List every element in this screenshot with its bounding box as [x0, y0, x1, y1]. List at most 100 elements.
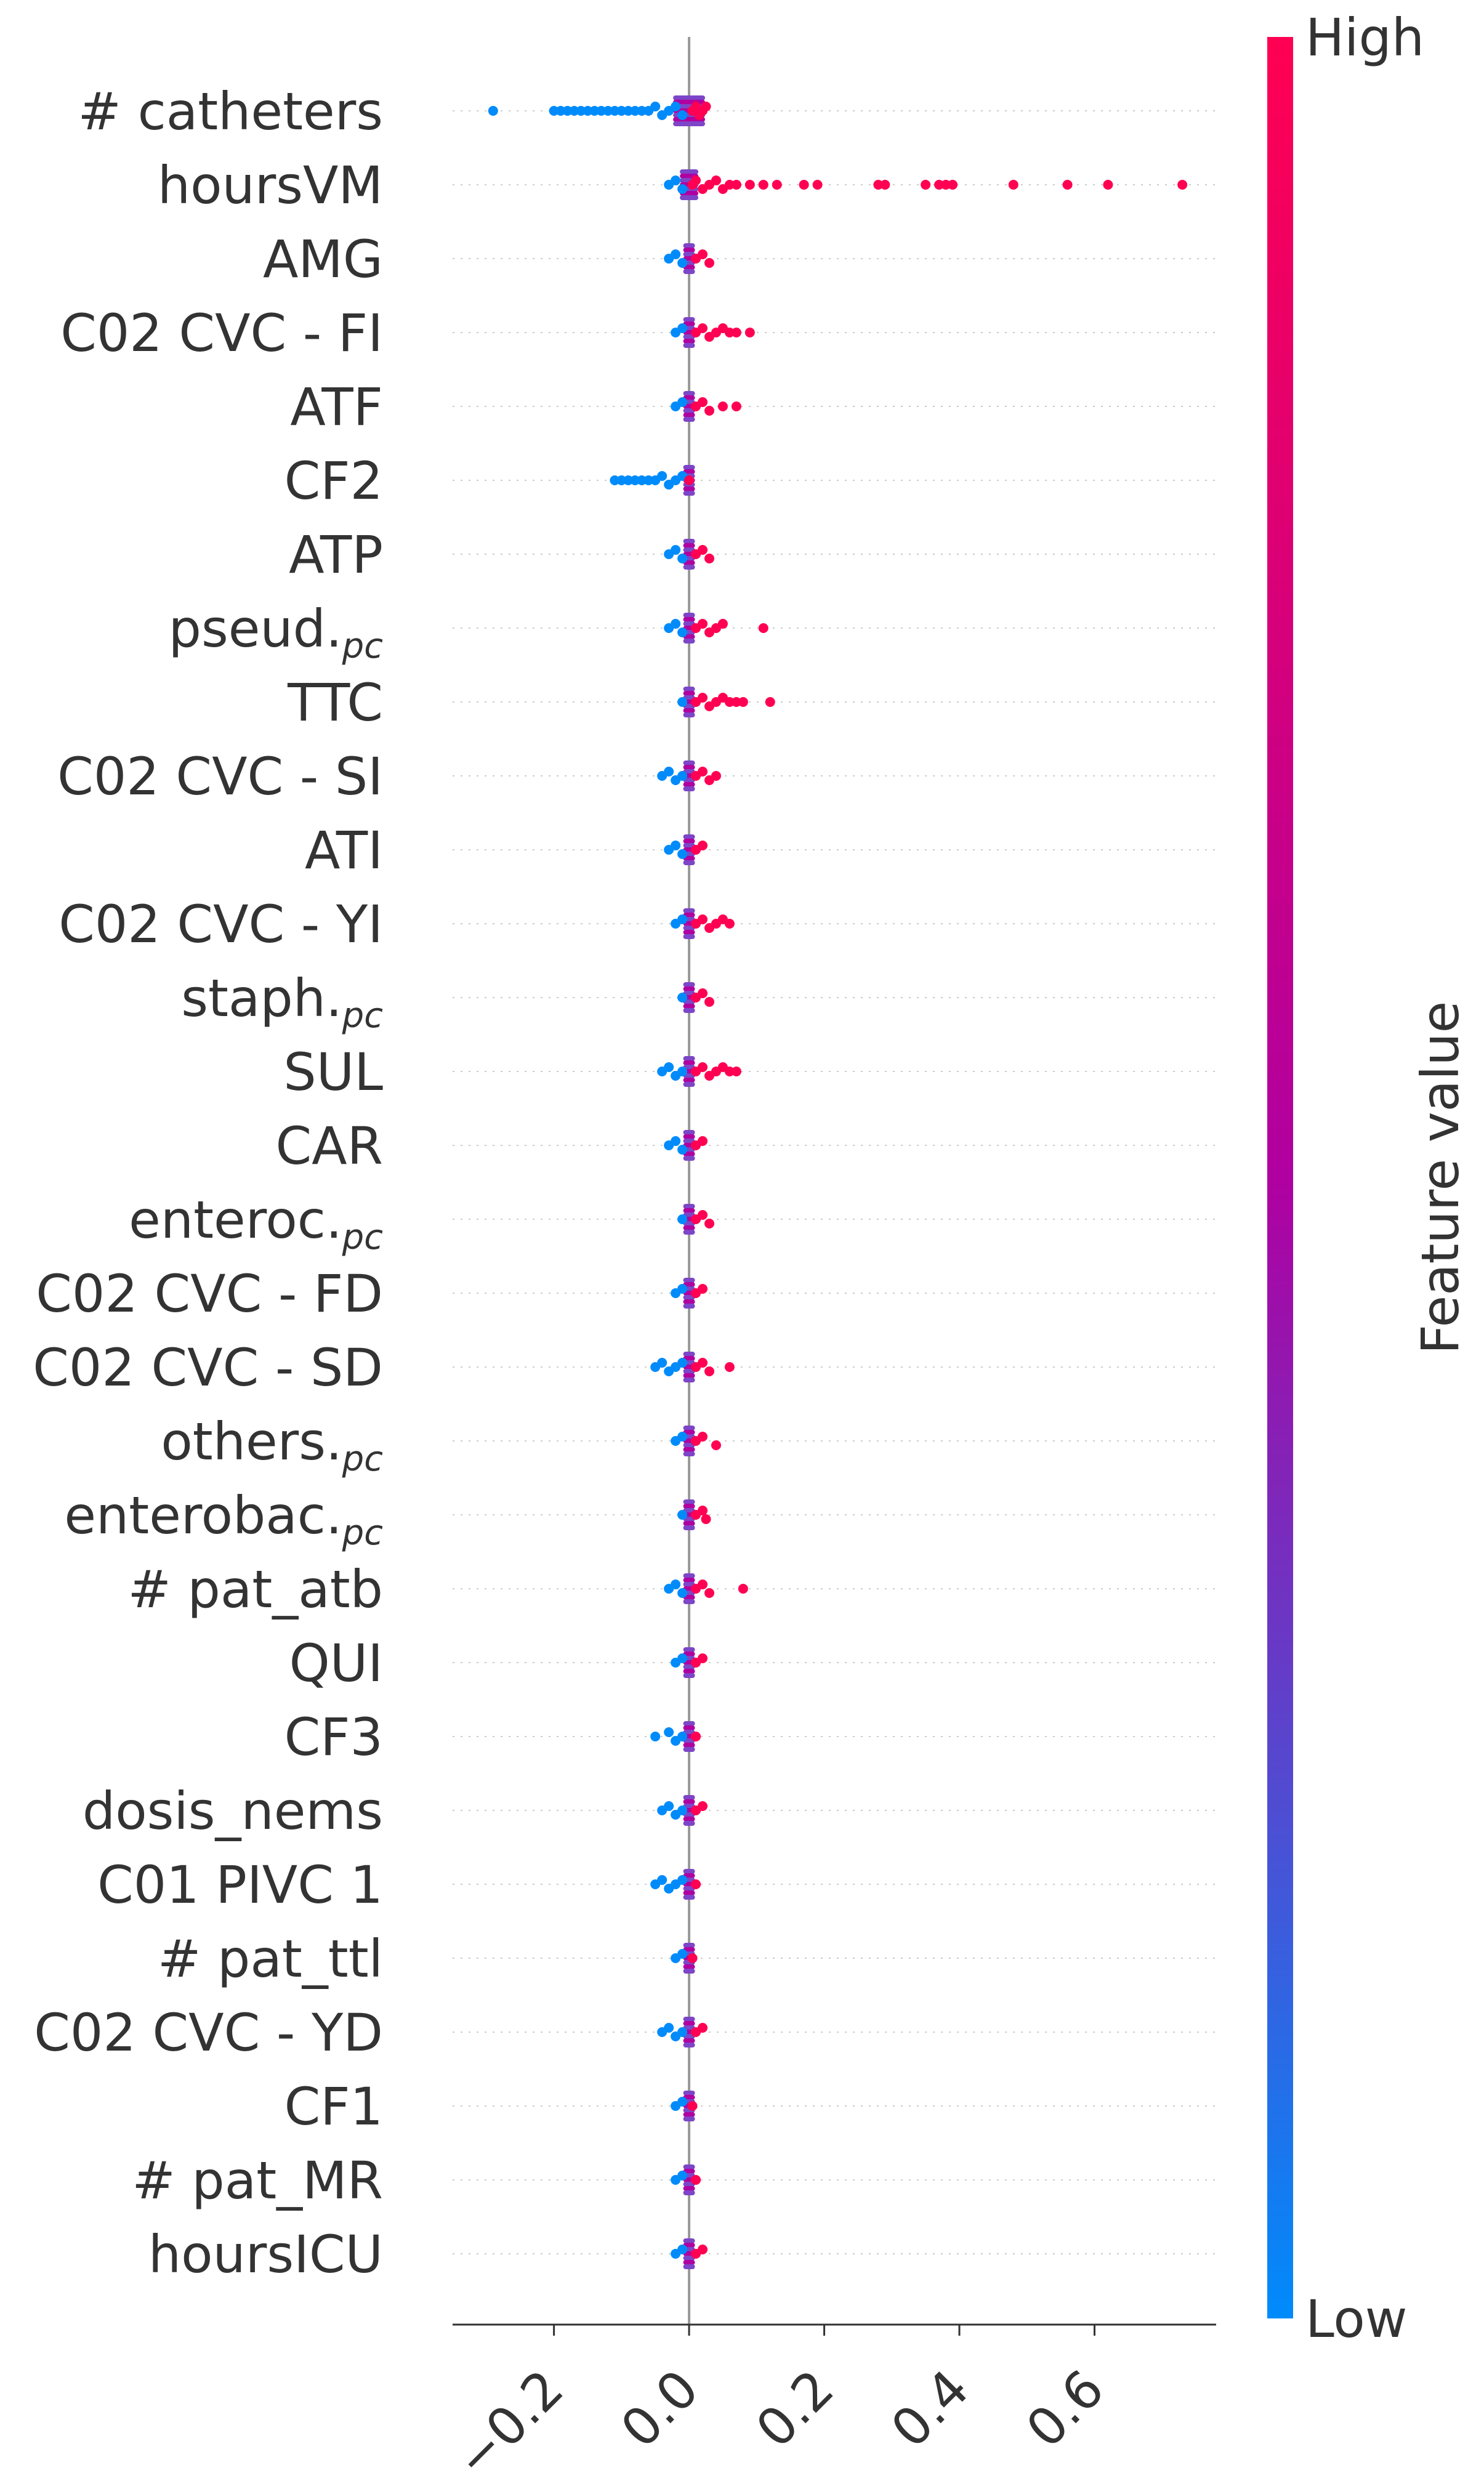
- shap-point-high: [731, 328, 741, 337]
- feature-label: ATP: [289, 525, 383, 585]
- shap-point-high: [711, 771, 721, 781]
- shap-point-high: [1008, 180, 1018, 190]
- feature-label: enteroc.pc: [129, 1190, 383, 1257]
- shap-point-high: [724, 328, 735, 337]
- feature-label: staph.pc: [181, 968, 383, 1036]
- shap-point-low: [677, 1805, 688, 1815]
- feature-label: AMG: [263, 229, 383, 289]
- x-tick-label: 0.0: [609, 2358, 710, 2459]
- shap-point-low: [677, 993, 688, 1003]
- feature-label: # pat_MR: [132, 2150, 383, 2211]
- shap-point-low: [677, 554, 688, 563]
- feature-labels: # catheters hoursVM AMG C02 CVC - FI ATF CF2 A…: [33, 81, 383, 2285]
- colorbar-title: Feature value: [1410, 1001, 1470, 1355]
- x-tick-label: 0.6: [1015, 2358, 1116, 2459]
- shap-point-low: [677, 2171, 688, 2181]
- shap-point-low: [677, 2027, 688, 2037]
- shap-point-high: [724, 919, 735, 929]
- shap-point-high: [1103, 180, 1113, 190]
- shap-point-high: [698, 1579, 708, 1589]
- feature-label: others.pc: [161, 1411, 383, 1479]
- shap-point-high: [698, 1284, 708, 1294]
- shap-point-low: [677, 323, 688, 333]
- shap-point-high: [698, 693, 708, 703]
- shap-point-high: [738, 697, 748, 707]
- shap-point-high: [698, 1506, 708, 1515]
- feature-label: ATF: [290, 377, 383, 437]
- shap-point-low: [677, 258, 688, 268]
- shap-point-low: [664, 1727, 674, 1737]
- feature-label: C02 CVC - FD: [36, 1264, 383, 1324]
- shap-point-low: [677, 627, 688, 637]
- shap-point-high: [731, 180, 741, 190]
- shap-point-high: [758, 623, 768, 633]
- shap-point-low: [569, 106, 579, 116]
- shap-point-low: [677, 1432, 688, 1442]
- feature-label: enterobac.pc: [64, 1485, 383, 1553]
- shap-point-low: [677, 184, 688, 194]
- feature-label: C02 CVC - FI: [60, 303, 383, 363]
- shap-point-low: [643, 475, 654, 485]
- shap-point-low: [630, 106, 640, 116]
- feature-label: CAR: [276, 1116, 383, 1176]
- shap-point-high: [698, 619, 708, 629]
- shap-point-high: [698, 767, 708, 777]
- shap-point-high: [698, 1210, 708, 1220]
- shap-point-high: [704, 406, 714, 416]
- shap-point-low: [671, 249, 681, 259]
- shap-point-high: [691, 1879, 701, 1889]
- shap-point-high: [921, 180, 931, 190]
- shap-point-high: [765, 697, 775, 707]
- shap-point-low: [677, 397, 688, 407]
- shap-point-low: [677, 110, 688, 120]
- shap-point-high: [698, 2023, 708, 2033]
- shap-point-high: [701, 1514, 711, 1524]
- shap-point-low: [650, 1732, 661, 1741]
- shap-point-high: [691, 2175, 701, 2185]
- shap-point-low: [664, 1801, 674, 1811]
- feature-label: CF2: [284, 451, 383, 511]
- x-tick-label: 0.4: [879, 2358, 980, 2459]
- shap-point-high: [698, 914, 708, 924]
- shap-point-low: [677, 1875, 688, 1885]
- feature-label: dosis_nems: [83, 1781, 383, 1841]
- shap-point-low: [623, 475, 634, 485]
- feature-label: C01 PIVC 1: [97, 1855, 383, 1915]
- shap-point-low: [616, 106, 627, 116]
- colorbar-gradient: [1267, 37, 1293, 2318]
- shap-point-low: [677, 2097, 688, 2107]
- feature-label: SUL: [283, 1042, 383, 1102]
- shap-point-high: [717, 619, 728, 629]
- shap-point-high: [948, 180, 958, 190]
- shap-point-low: [671, 1136, 681, 1146]
- shap-point-low: [677, 1949, 688, 1959]
- shap-point-high: [687, 2101, 698, 2111]
- shap-point-high: [711, 1440, 721, 1450]
- shap-point-low: [610, 106, 620, 116]
- shap-point-high: [698, 249, 708, 259]
- shap-point-low: [671, 841, 681, 850]
- shap-point-low: [637, 106, 647, 116]
- feature-label: pseud.pc: [169, 599, 384, 666]
- shap-point-high: [698, 841, 708, 850]
- shap-point-low: [650, 102, 661, 111]
- shap-point-low: [671, 619, 681, 629]
- feature-label: hoursVM: [158, 155, 383, 216]
- shap-point-high: [698, 397, 708, 407]
- shap-point-high: [934, 180, 945, 190]
- shap-point-high: [880, 180, 890, 190]
- shap-point-high: [684, 475, 695, 485]
- shap-point-high: [724, 1362, 735, 1372]
- shap-point-low: [555, 106, 566, 116]
- shap-point-low: [549, 106, 559, 116]
- shap-point-low: [677, 697, 688, 707]
- shap-point-low: [657, 1875, 667, 1885]
- shap-point-high: [717, 401, 728, 411]
- shap-point-low: [677, 1358, 688, 1368]
- feature-label: TTC: [287, 672, 383, 733]
- shap-point-low: [677, 1510, 688, 1520]
- shap-point-low: [671, 102, 681, 111]
- shap-point-high: [704, 554, 714, 563]
- shap-point-high: [687, 1953, 698, 1963]
- shap-point-low: [657, 471, 667, 481]
